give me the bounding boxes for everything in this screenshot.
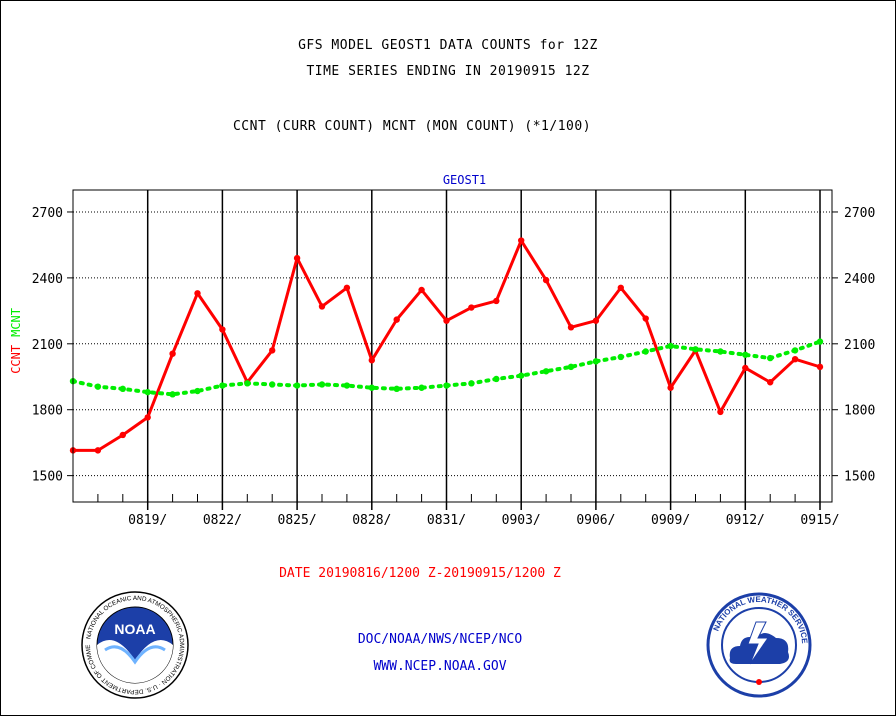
data-point-mcnt [293, 382, 301, 389]
data-point-mcnt [493, 375, 500, 383]
y-axis-label-ccnt: CCNT [9, 345, 23, 374]
data-point-ccnt [542, 276, 550, 284]
data-point-mcnt [642, 348, 649, 355]
y-tick-label-right: 2400 [844, 272, 875, 287]
data-point-mcnt [318, 381, 326, 388]
plot-border [72, 189, 833, 503]
data-point-ccnt [269, 347, 276, 354]
data-point-ccnt [293, 254, 301, 262]
data-point-ccnt [368, 357, 375, 364]
data-point-mcnt [169, 391, 176, 398]
grid-layer [73, 190, 832, 510]
noaa-logo: NOAA NATIONAL OCEANIC AND ATMOSPHERIC AD… [80, 590, 189, 699]
data-point-mcnt [518, 372, 525, 379]
x-tick-label: 0819/ [128, 513, 167, 528]
data-point-mcnt [418, 384, 425, 391]
url-label: WWW.NCEP.NOAA.GOV [373, 659, 507, 674]
org-label: DOC/NOAA/NWS/NCEP/NCO [357, 632, 523, 647]
data-point-ccnt [443, 317, 450, 324]
data-point-ccnt [642, 315, 649, 322]
y-axis-label: CCNT MCNT [9, 308, 23, 374]
data-point-ccnt [343, 284, 351, 291]
x-tick-label: 0906/ [576, 513, 615, 528]
data-point-mcnt [791, 347, 799, 354]
y-tick-label-left: 2100 [32, 338, 63, 353]
header-line-3: CCNT (CURR COUNT) MCNT (MON COUNT) (*1/1… [232, 119, 592, 134]
x-tick-label: 0915/ [800, 513, 839, 528]
data-point-mcnt [393, 385, 400, 393]
data-point-mcnt [144, 388, 151, 396]
data-point-mcnt [269, 381, 276, 388]
data-point-mcnt [592, 358, 600, 365]
y-axis-label-mcnt: MCNT [9, 308, 23, 337]
data-point-mcnt [368, 384, 375, 391]
data-point-ccnt [94, 447, 102, 454]
data-point-mcnt [816, 338, 824, 345]
data-point-ccnt [717, 408, 724, 416]
header-line-1: GFS MODEL GEOST1 DATA COUNTS for 12Z [298, 38, 598, 53]
data-point-ccnt [144, 414, 151, 421]
data-point-ccnt [418, 286, 425, 294]
data-point-mcnt [542, 368, 550, 375]
x-tick-label: 0831/ [427, 513, 466, 528]
data-point-ccnt [567, 324, 575, 331]
data-point-mcnt [343, 382, 351, 389]
data-point-ccnt [791, 355, 799, 363]
data-point-mcnt [567, 363, 575, 371]
data-point-mcnt [244, 380, 251, 387]
x-tick-label: 0822/ [203, 513, 242, 528]
chart-title: GEOST1 [443, 173, 486, 187]
data-point-mcnt [717, 348, 724, 355]
data-point-ccnt [393, 316, 400, 323]
data-point-ccnt [219, 326, 226, 333]
data-point-ccnt [119, 431, 127, 439]
data-point-ccnt [592, 317, 600, 324]
header-line-2: TIME SERIES ENDING IN 20190915 12Z [306, 64, 590, 79]
data-point-mcnt [194, 387, 201, 395]
data-point-ccnt [816, 363, 824, 371]
data-point-ccnt [169, 350, 176, 357]
y-tick-label-left: 2700 [32, 206, 63, 221]
data-point-mcnt [219, 382, 226, 389]
data-point-ccnt [194, 290, 201, 297]
data-point-ccnt [468, 304, 475, 311]
data-point-mcnt [742, 351, 749, 358]
data-point-mcnt [443, 382, 450, 389]
data-point-ccnt [667, 384, 674, 391]
data-point-ccnt [318, 303, 326, 310]
y-tick-label-left: 1500 [32, 470, 63, 485]
date-range-label: DATE 20190816/1200 Z-20190915/1200 Z [279, 566, 561, 581]
x-tick-label: 0825/ [278, 513, 317, 528]
data-point-mcnt [767, 354, 774, 362]
data-point-mcnt [94, 383, 102, 390]
nws-logo: NATIONAL WEATHER SERVICE [706, 592, 812, 698]
data-point-mcnt [468, 380, 475, 387]
data-point-mcnt [617, 353, 624, 361]
y-tick-label-left: 2400 [32, 272, 63, 287]
noaa-logo-text: NOAA [114, 621, 155, 637]
label-layer: 1500 1500 1800 1800 2100 2100 2400 2400 2700 2700… [9, 173, 875, 528]
data-point-mcnt [692, 346, 699, 353]
y-tick-label-right: 1500 [844, 470, 875, 485]
y-tick-label-left: 1800 [32, 404, 63, 419]
y-tick-label-right: 2100 [844, 338, 875, 353]
y-tick-label-right: 2700 [844, 206, 875, 221]
data-point-ccnt [617, 284, 624, 291]
data-point-mcnt [667, 342, 674, 350]
data-point-ccnt [742, 364, 749, 372]
series-layer [69, 237, 824, 454]
data-point-ccnt [493, 297, 500, 305]
y-tick-label-right: 1800 [844, 404, 875, 419]
x-tick-label: 0903/ [502, 513, 541, 528]
x-tick-label: 0828/ [352, 513, 391, 528]
axis-layer [67, 189, 838, 503]
data-point-mcnt [119, 385, 127, 393]
x-tick-label: 0912/ [726, 513, 765, 528]
data-point-ccnt [767, 379, 774, 386]
data-point-ccnt [518, 237, 525, 244]
x-tick-label: 0909/ [651, 513, 690, 528]
